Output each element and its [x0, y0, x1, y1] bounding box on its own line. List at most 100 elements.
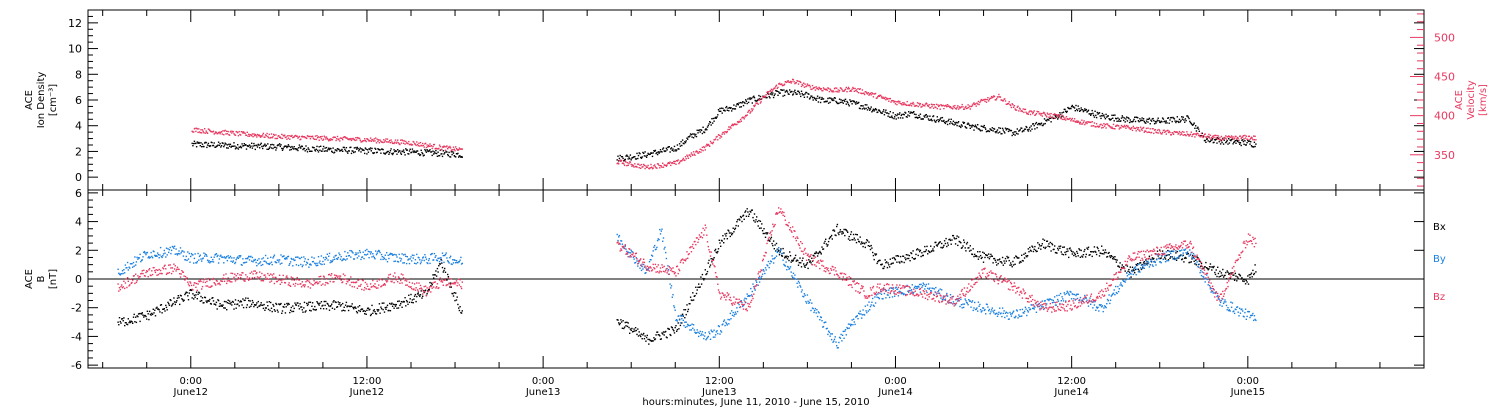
point-by — [131, 263, 132, 264]
point-bx — [940, 241, 941, 242]
point-bx — [238, 300, 239, 301]
point-density — [741, 102, 742, 103]
point-bx — [1061, 251, 1062, 252]
top-left-tick-label: 12 — [68, 17, 82, 30]
point-velocity — [994, 96, 995, 97]
point-velocity — [1120, 127, 1121, 128]
point-velocity — [300, 139, 301, 140]
point-bx — [769, 241, 770, 242]
point-velocity — [395, 139, 396, 140]
point-by — [124, 272, 125, 273]
point-bx — [820, 252, 821, 253]
point-bx — [404, 297, 405, 298]
point-bx — [155, 315, 156, 316]
point-bx — [411, 302, 412, 303]
point-bx — [451, 286, 452, 287]
point-velocity — [415, 144, 416, 145]
point-density — [441, 153, 442, 154]
point-density — [288, 144, 289, 145]
point-bx — [432, 284, 433, 285]
point-velocity — [958, 108, 959, 109]
point-density — [324, 147, 325, 148]
point-by — [165, 256, 166, 257]
point-bx — [1215, 274, 1216, 275]
point-density — [457, 153, 458, 154]
point-velocity — [719, 137, 720, 138]
point-density — [697, 132, 698, 133]
point-by — [144, 251, 145, 252]
point-by — [829, 336, 830, 337]
point-bx — [159, 309, 160, 310]
point-bx — [702, 274, 703, 275]
point-by — [156, 256, 157, 257]
point-density — [827, 101, 828, 102]
point-bx — [883, 268, 884, 269]
point-bx — [724, 233, 725, 234]
point-density — [937, 116, 938, 117]
point-velocity — [1099, 126, 1100, 127]
point-bx — [1244, 279, 1245, 280]
top-right-tick-label: 450 — [1434, 71, 1455, 84]
point-velocity — [784, 84, 785, 85]
point-density — [1122, 115, 1123, 116]
point-density — [832, 100, 833, 101]
point-velocity — [1072, 118, 1073, 119]
point-bx — [715, 249, 716, 250]
point-density — [1002, 128, 1003, 129]
x-tick-time-label: 12:00 — [705, 376, 734, 387]
point-density — [1144, 121, 1145, 122]
point-by — [857, 315, 858, 316]
point-bx — [633, 328, 634, 329]
point-by — [247, 257, 248, 258]
point-density — [455, 156, 456, 157]
point-velocity — [810, 86, 811, 87]
point-density — [896, 118, 897, 119]
point-bx — [1013, 264, 1014, 265]
point-bx — [990, 254, 991, 255]
point-density — [865, 104, 866, 105]
point-bx — [970, 245, 971, 246]
point-density — [417, 150, 418, 151]
point-velocity — [350, 138, 351, 139]
point-density — [669, 151, 670, 152]
point-by — [369, 251, 370, 252]
point-density — [619, 158, 620, 159]
point-bx — [398, 307, 399, 308]
point-density — [1153, 120, 1154, 121]
point-by — [932, 288, 933, 289]
point-velocity — [255, 135, 256, 136]
point-bx — [962, 245, 963, 246]
point-by — [423, 256, 424, 257]
point-by — [830, 333, 831, 334]
point-by — [807, 294, 808, 295]
point-velocity — [429, 143, 430, 144]
point-bx — [821, 246, 822, 247]
point-bx — [194, 295, 195, 296]
point-density — [1227, 143, 1228, 144]
point-density — [243, 145, 244, 146]
point-density — [970, 128, 971, 129]
point-bx — [636, 330, 637, 331]
point-bx — [630, 328, 631, 329]
point-velocity — [207, 133, 208, 134]
point-velocity — [912, 103, 913, 104]
point-density — [1188, 117, 1189, 118]
point-density — [1100, 118, 1101, 119]
point-by — [727, 319, 728, 320]
point-bx — [137, 316, 138, 317]
point-velocity — [740, 119, 741, 120]
point-bx — [1097, 248, 1098, 249]
point-velocity — [231, 132, 232, 133]
point-velocity — [847, 88, 848, 89]
point-density — [838, 103, 839, 104]
point-velocity — [1243, 138, 1244, 139]
point-by — [239, 256, 240, 257]
point-by — [220, 255, 221, 256]
point-by — [753, 286, 754, 287]
bottom-left-tick-label: -6 — [71, 359, 82, 372]
point-velocity — [233, 131, 234, 132]
point-velocity — [766, 94, 767, 95]
point-bx — [926, 249, 927, 250]
point-by — [896, 287, 897, 288]
point-bx — [376, 313, 377, 314]
